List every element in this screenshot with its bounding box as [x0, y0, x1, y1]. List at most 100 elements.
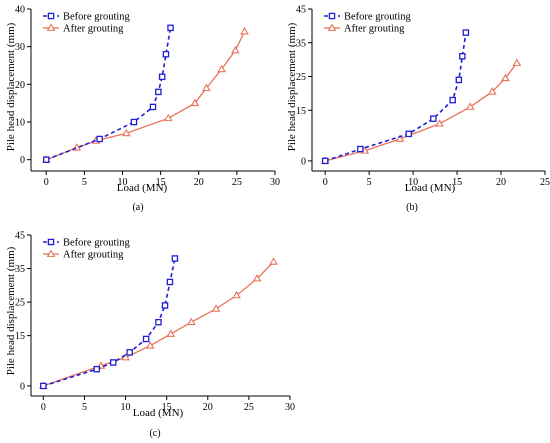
- data-point: [167, 24, 174, 32]
- y-tick-label: 15: [296, 106, 306, 117]
- data-point: [230, 45, 240, 54]
- data-point: [93, 365, 101, 373]
- y-axis-label: Pile head displacement (mm): [5, 246, 17, 375]
- series-line-before-grouting: [43, 258, 176, 387]
- chart-panel-b: 0 5 10 15 20 25 0 15 25 35 45 Before groutingAfter …: [286, 5, 550, 214]
- x-tick-label: 25: [540, 177, 550, 188]
- data-point: [171, 255, 179, 262]
- data-point: [217, 64, 226, 73]
- legend-marker-after: [46, 23, 56, 31]
- x-tick-label: 25: [244, 402, 254, 413]
- data-point: [435, 119, 444, 127]
- x-tick-label: 15: [162, 402, 172, 413]
- data-point: [459, 53, 466, 60]
- data-point: [155, 318, 162, 326]
- data-point: [145, 341, 155, 349]
- data-point: [487, 87, 497, 95]
- series-line-before-grouting: [324, 32, 467, 162]
- data-point: [186, 317, 196, 326]
- data-point: [232, 290, 241, 299]
- data-point: [430, 115, 437, 122]
- legend-marker-before: [328, 12, 336, 20]
- data-point: [252, 274, 262, 282]
- panel-label-a: (a): [132, 202, 143, 213]
- y-tick-label: 20: [15, 80, 25, 91]
- x-tick-label: 0: [323, 177, 328, 188]
- y-tick-label: 45: [15, 231, 25, 242]
- data-point: [465, 102, 475, 110]
- x-tick-label: 15: [156, 177, 166, 188]
- data-point: [269, 257, 278, 265]
- x-tick-label: 20: [194, 177, 204, 188]
- x-tick-label: 10: [121, 402, 131, 413]
- y-tick-label: 0: [20, 381, 25, 392]
- x-tick-label: 25: [232, 177, 242, 188]
- y-tick-label: 15: [15, 331, 25, 342]
- data-point: [130, 118, 138, 126]
- x-tick-label: 10: [408, 177, 418, 188]
- y-tick-label: 25: [15, 298, 25, 309]
- x-tick-label: 20: [203, 402, 213, 413]
- data-point: [449, 96, 456, 104]
- data-point: [142, 335, 150, 343]
- data-point: [109, 359, 117, 366]
- legend-label-before: Before grouting: [63, 12, 131, 23]
- x-tick-label: 0: [44, 177, 49, 188]
- data-point: [190, 98, 200, 107]
- legend-label-before: Before grouting: [344, 12, 412, 23]
- chart-panel-c: 0 5 10 15 20 25 30 0 15 25 35 45 Before groutingAfte…: [5, 231, 295, 440]
- data-point: [163, 113, 173, 122]
- data-point: [126, 349, 133, 356]
- data-point: [405, 130, 412, 138]
- data-point: [155, 88, 162, 96]
- x-tick-label: 5: [82, 402, 87, 413]
- legend-marker-before: [47, 238, 55, 246]
- data-point: [455, 76, 463, 84]
- data-point: [40, 382, 47, 390]
- panel-label-b: (b): [406, 202, 418, 213]
- y-tick-label: 30: [15, 42, 25, 53]
- y-tick-label: 45: [296, 5, 306, 16]
- data-point: [240, 27, 249, 35]
- y-tick-label: 0: [20, 155, 25, 166]
- y-axis-label: Pile head displacement (mm): [286, 22, 298, 151]
- data-point: [166, 329, 176, 337]
- x-tick-label: 20: [496, 177, 506, 188]
- y-tick-label: 35: [15, 264, 25, 275]
- data-point: [357, 145, 364, 153]
- x-tick-label: 30: [285, 402, 295, 413]
- chart-panel-a: 0 5 10 15 20 25 30 0 10 20 30 40 Before groutingAfte…: [5, 5, 280, 214]
- x-axis-label: Load (MN): [117, 182, 168, 194]
- legend-marker-after: [46, 249, 56, 257]
- data-point: [162, 50, 170, 58]
- x-tick-label: 5: [82, 177, 87, 188]
- x-tick-label: 15: [452, 177, 462, 188]
- data-point: [149, 103, 157, 111]
- x-tick-label: 5: [367, 177, 372, 188]
- x-tick-label: 0: [41, 402, 46, 413]
- x-axis-label: Load (MN): [133, 407, 184, 419]
- panel-label-c: (c): [149, 428, 160, 439]
- data-point: [462, 29, 470, 36]
- data-point: [121, 128, 131, 137]
- legend-label-after: After grouting: [63, 250, 124, 261]
- series-line-after-grouting: [46, 31, 246, 161]
- x-tick-label: 10: [118, 177, 128, 188]
- data-point: [158, 73, 166, 81]
- x-axis-label: Load (MN): [405, 182, 456, 194]
- legend-marker-after: [327, 23, 337, 31]
- data-point: [395, 134, 405, 142]
- data-point: [166, 278, 174, 286]
- data-point: [512, 58, 522, 66]
- data-point: [161, 302, 169, 309]
- y-tick-label: 10: [15, 118, 25, 129]
- series-line-before-grouting: [46, 27, 172, 161]
- y-tick-label: 0: [301, 156, 306, 167]
- data-point: [501, 73, 510, 82]
- y-tick-label: 35: [296, 38, 306, 49]
- series-line-after-grouting: [325, 62, 518, 162]
